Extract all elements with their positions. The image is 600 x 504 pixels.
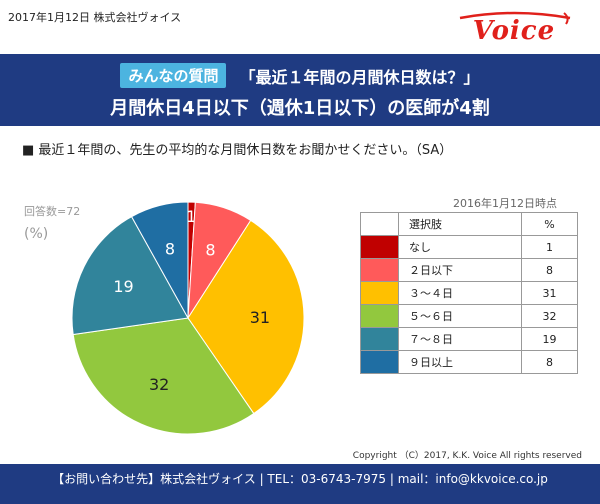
pie-data-label: 19 (113, 277, 133, 296)
legend-table: 選択肢 % なし 1 ２日以下 8 ３～４日 31 ５～６日 32 ７～８日 19 ９日以上 8 (360, 212, 578, 374)
legend-value: 19 (521, 327, 578, 351)
question-title: 「最近１年間の月間休日数は？」 (239, 67, 480, 87)
legend-row: ７～８日 19 (360, 327, 578, 351)
legend-label: ５～６日 (398, 304, 522, 328)
legend-label: ７～８日 (398, 327, 522, 351)
legend-row: ２日以下 8 (360, 258, 578, 282)
pie-slice (130, 201, 189, 320)
legend-label: ３～４日 (398, 281, 522, 305)
as-of-date: 2016年1月12日時点 (453, 197, 557, 210)
pie-slice (71, 215, 189, 336)
headline: 月間休日4日以下（週休1日以下）の医師が4割 (110, 98, 490, 119)
legend-swatch (360, 304, 399, 328)
pie-data-label: 31 (250, 308, 270, 327)
respondent-count: 回答数=72 (24, 205, 81, 218)
date-company-line: 2017年1月12日 株式会社ヴォイス (8, 11, 182, 24)
pie-data-label: 8 (205, 241, 215, 260)
contact-footer: 【お問い合わせ先】株式会社ヴォイス | TEL：03-6743-7975 | m… (0, 464, 600, 504)
title-banner: みんなの質問 「最近１年間の月間休日数は？」 月間休日4日以下（週休1日以下）の… (0, 54, 600, 126)
pie-data-label: 32 (149, 375, 169, 394)
voice-logo: Voice (454, 10, 574, 52)
legend-row: ３～４日 31 (360, 281, 578, 305)
question-badge: みんなの質問 (120, 63, 227, 88)
legend-swatch (360, 350, 399, 374)
legend-label: ９日以上 (398, 350, 522, 374)
legend-label: ２日以下 (398, 258, 522, 282)
legend-header-row: 選択肢 % (360, 212, 578, 236)
legend-swatch (360, 258, 399, 282)
legend-swatch (360, 235, 399, 259)
legend-row: なし 1 (360, 235, 578, 259)
unit-label: (%) (24, 226, 49, 242)
logo-swash-icon (459, 11, 571, 25)
legend-row: ９日以上 8 (360, 350, 578, 374)
pie-slice (72, 317, 255, 435)
legend-header-blank (360, 212, 399, 236)
logo-text: Voice (472, 16, 556, 46)
legend-value: 1 (521, 235, 578, 259)
pie-chart: 18 31 32 19 8 (71, 201, 305, 435)
legend-value: 8 (521, 258, 578, 282)
pie-data-label: 8 (165, 239, 175, 258)
legend-label: なし (398, 235, 522, 259)
survey-question: ■ 最近１年間の、先生の平均的な月間休日数をお聞かせください。（SA） (22, 143, 453, 158)
legend-row: ５～６日 32 (360, 304, 578, 328)
legend-header-value: % (521, 212, 578, 236)
footer-text: 【お問い合わせ先】株式会社ヴォイス | TEL：03-6743-7975 | m… (52, 472, 548, 486)
legend-header-label: 選択肢 (398, 212, 522, 236)
legend-value: 32 (521, 304, 578, 328)
pie-slice (187, 219, 305, 415)
pie-data-label: 1 (186, 207, 196, 226)
legend-swatch (360, 281, 399, 305)
legend-value: 8 (521, 350, 578, 374)
copyright: Copyright （C）2017, K.K. Voice All rights… (352, 451, 582, 461)
legend-value: 31 (521, 281, 578, 305)
legend-swatch (360, 327, 399, 351)
